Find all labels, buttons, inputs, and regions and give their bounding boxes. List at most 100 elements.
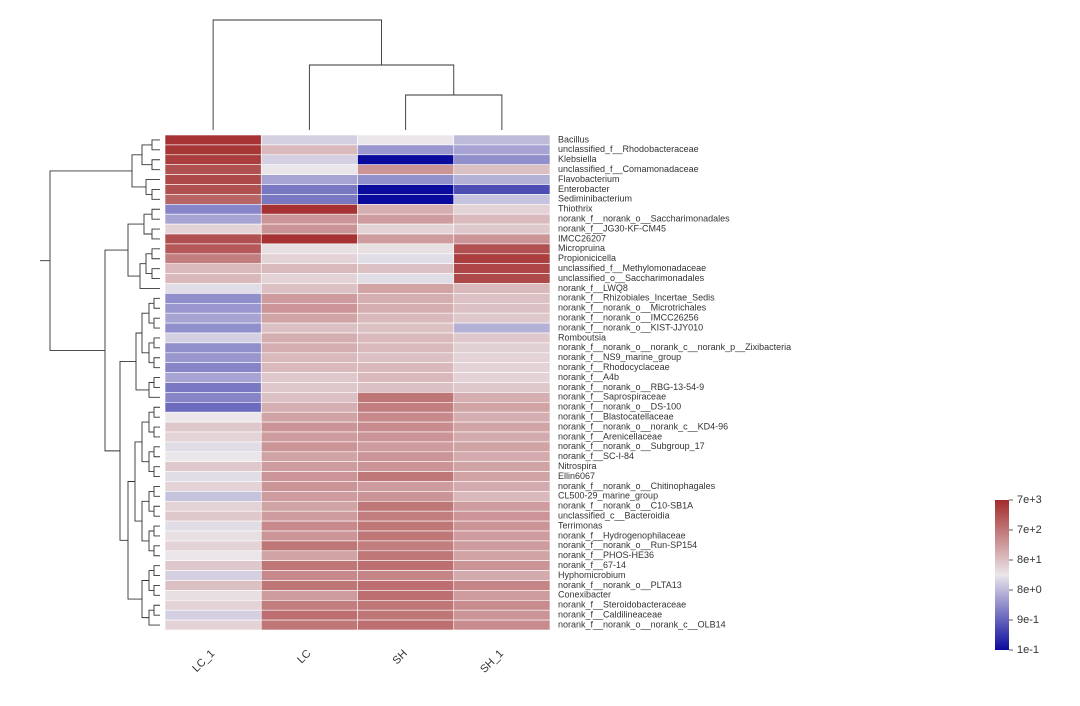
heatmap-cell [358,462,454,472]
row-dendrogram [154,407,160,417]
heatmap-cell [358,482,454,492]
heatmap-cell [165,234,261,244]
row-label: norank_f__67-14 [558,560,626,570]
heatmap-cell [454,462,550,472]
heatmap-cell [165,610,261,620]
row-label: IMCC26207 [558,233,606,243]
heatmap-cell [454,610,550,620]
heatmap-cell [358,521,454,531]
heatmap-cell [358,214,454,224]
heatmap-cell [261,511,357,521]
heatmap-cell [165,343,261,353]
row-label: Flavobacterium [558,174,620,184]
row-dendrogram [152,249,160,259]
heatmap-cell [454,194,550,204]
row-label: Micropruina [558,243,605,253]
heatmap-cell [261,135,357,145]
heatmap-cell [165,214,261,224]
heatmap-cell [358,452,454,462]
row-dendrogram [149,571,154,591]
heatmap-cell [454,432,550,442]
row-dendrogram [154,605,160,615]
heatmap-cell [358,571,454,581]
heatmap-cell [261,145,357,155]
row-label: norank_f__Steroidobacteraceae [558,600,686,610]
row-dendrogram [146,180,160,195]
row-dendrogram [154,526,160,536]
heatmap-cell [454,531,550,541]
heatmap-cell [358,264,454,274]
heatmap-cell [358,541,454,551]
heatmap-cell [454,313,550,323]
heatmap-cell [165,541,261,551]
heatmap-cell [165,353,261,363]
heatmap-cell [261,175,357,185]
heatmap-cell [165,402,261,412]
heatmap-cell [454,214,550,224]
row-dendrogram [128,224,144,276]
row-label: norank_f__A4b [558,372,619,382]
row-dendrogram [146,254,152,274]
heatmap-cell [165,363,261,373]
heatmap-cell [454,274,550,284]
row-label: unclassified_c__Bacteroidia [558,511,670,521]
heatmap-cell [454,600,550,610]
row-dendrogram [149,531,154,551]
heatmap-cell [261,214,357,224]
row-dendrogram [50,171,132,351]
heatmap-cell [261,610,357,620]
heatmap-cell [165,194,261,204]
heatmap-cell [358,284,454,294]
heatmap-cell [454,422,550,432]
heatmap-cell [261,323,357,333]
row-label: norank_f__norank_o__Subgroup_17 [558,441,705,451]
heatmap-cell [358,343,454,353]
row-dendrogram [152,209,160,219]
heatmap-cell [261,353,357,363]
heatmap-cell [454,175,550,185]
heatmap-cell [165,165,261,175]
heatmap-cell [454,284,550,294]
row-label: CL500-29_marine_group [558,491,658,501]
heatmap-cell [165,551,261,561]
row-dendrogram [136,333,149,390]
heatmap-cell [454,551,550,561]
heatmap-cell [165,145,261,155]
colorbar-tick-label: 1e-1 [1017,644,1039,656]
row-dendrogram [142,313,149,353]
row-dendrogram [154,338,160,348]
row-dendrogram [154,447,160,457]
row-dendrogram [132,155,146,187]
row-dendrogram [154,378,160,388]
heatmap-cell [261,501,357,511]
row-dendrogram [152,140,160,150]
heatmap-cell [261,402,357,412]
heatmap-cell [454,373,550,383]
heatmap-cell [165,333,261,343]
row-label: norank_f__norank_o__IMCC26256 [558,313,699,323]
row-label: Thiothrix [558,204,593,214]
heatmap-cell [358,392,454,402]
row-label: unclassified_f__Comamonadaceae [558,164,699,174]
heatmap-cell [165,452,261,462]
heatmap-cell [358,254,454,264]
heatmap-chart: Bacillusunclassified_f__Rhodobacteraceae… [0,0,1080,706]
heatmap-cell [454,561,550,571]
heatmap-cell [358,303,454,313]
heatmap-cell [165,264,261,274]
heatmap-cell [261,551,357,561]
row-dendrogram [149,491,154,511]
col-dendrogram [213,20,381,130]
heatmap-cell [358,333,454,343]
row-dendrogram [135,442,142,521]
heatmap-cell [454,442,550,452]
heatmap-cell [261,274,357,284]
heatmap-cell [454,293,550,303]
heatmap-cell [261,264,357,274]
heatmap-cell [358,363,454,373]
row-label: norank_f__Blastocatellaceae [558,412,674,422]
row-dendrogram [154,585,160,595]
heatmap-cell [261,165,357,175]
row-label: norank_f__Rhodocyclaceae [558,362,670,372]
row-dendrogram [149,383,160,398]
